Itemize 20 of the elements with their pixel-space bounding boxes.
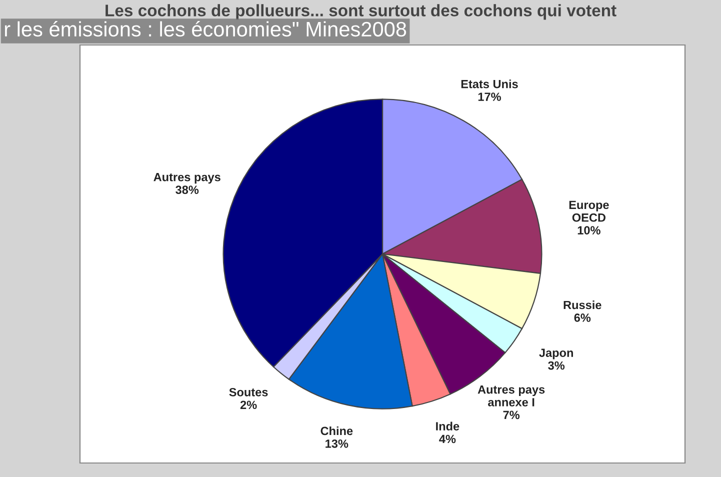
data-label: 4%	[439, 434, 456, 444]
data-label: 6%	[574, 314, 591, 322]
slice-label: Autres pays	[154, 173, 220, 184]
slice-label: Autres pays annexe I	[478, 385, 545, 406]
slice-label: Soutes	[229, 388, 268, 396]
chart-title: Les cochons de pollueurs... sont surtout des cochons qui votent	[106, 4, 616, 20]
data-label: 10%	[578, 226, 600, 234]
slice-label: Chine	[320, 426, 353, 436]
slice-label: Russie	[564, 300, 602, 310]
data-label: 38%	[176, 186, 199, 194]
slice-label: Inde	[436, 422, 460, 430]
data-label: 3%	[548, 361, 565, 370]
text: r les émissions : les économies" Mines2008	[4, 21, 406, 37]
slice-label: Etats Unis	[461, 80, 518, 88]
data-label: 13%	[326, 439, 348, 448]
slice-label: Europe OECD	[569, 200, 609, 222]
data-label: 2%	[240, 400, 257, 410]
data-label: 17%	[478, 92, 501, 101]
slice-label: Japon	[539, 348, 573, 360]
data-label: 7%	[503, 410, 520, 420]
